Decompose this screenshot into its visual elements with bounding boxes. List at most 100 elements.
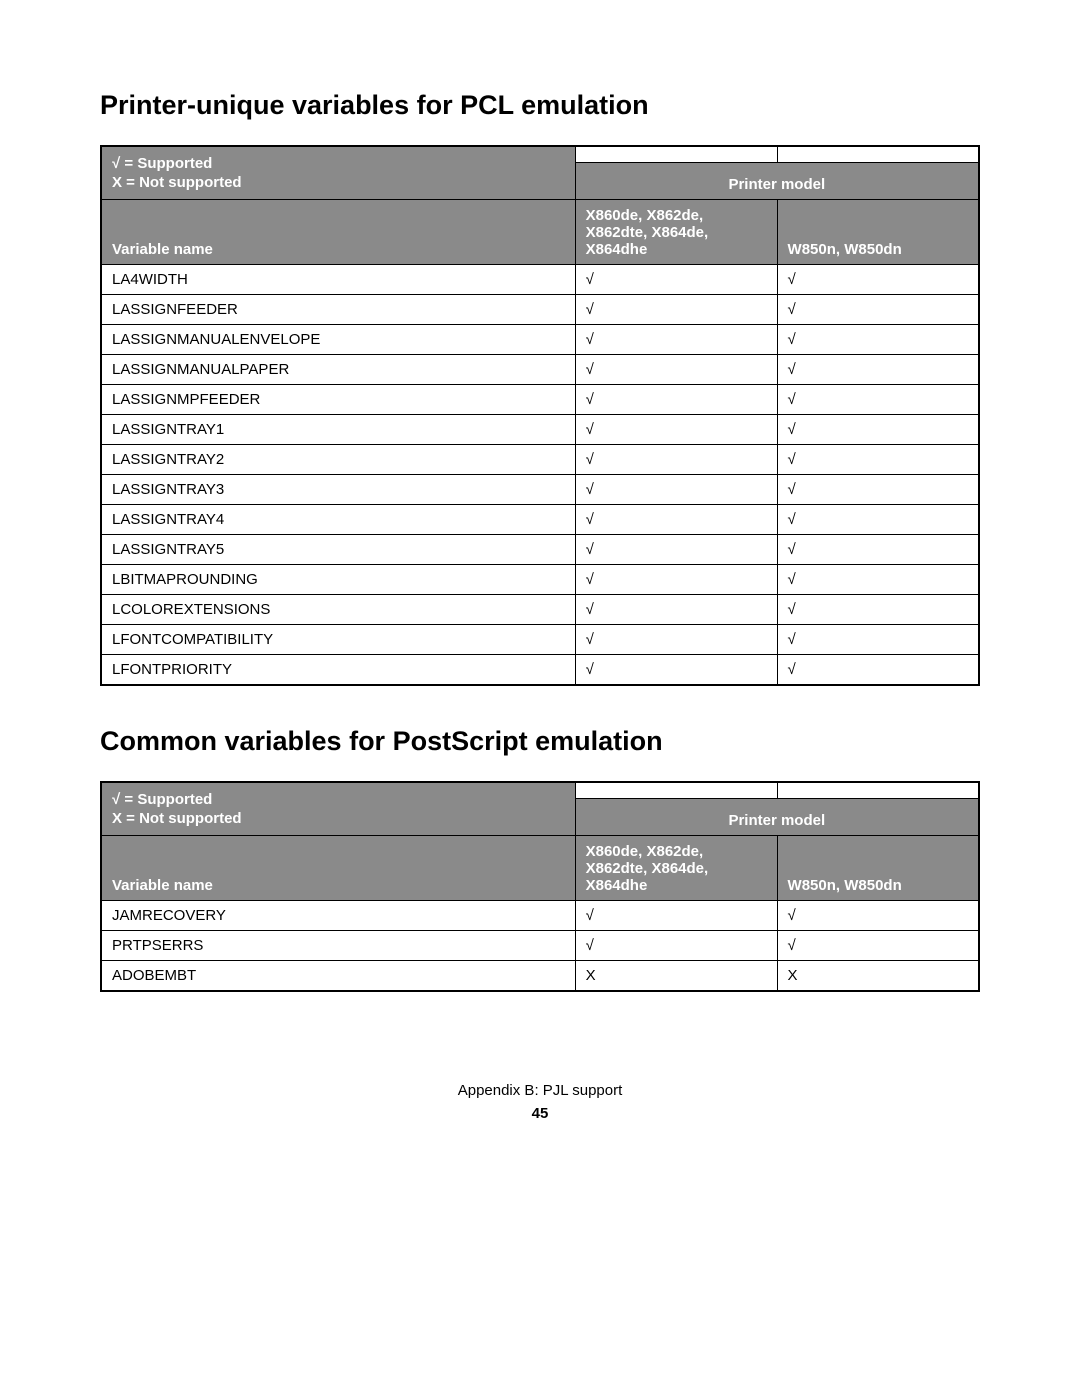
models-col2-header: W850n, W850dn bbox=[777, 200, 979, 265]
empty-header-cell bbox=[777, 782, 979, 799]
variable-name-cell: LCOLOREXTENSIONS bbox=[101, 595, 575, 625]
postscript-variables-table: √ = Supported X = Not supported Printer … bbox=[100, 781, 980, 992]
support-cell-col1: √ bbox=[575, 931, 777, 961]
variable-name-cell: LASSIGNTRAY4 bbox=[101, 505, 575, 535]
variable-name-cell: LASSIGNTRAY3 bbox=[101, 475, 575, 505]
support-cell-col2: √ bbox=[777, 445, 979, 475]
variable-name-cell: PRTPSERRS bbox=[101, 931, 575, 961]
check-icon: √ bbox=[112, 155, 120, 172]
table-row: PRTPSERRS√√ bbox=[101, 931, 979, 961]
support-cell-col1: √ bbox=[575, 445, 777, 475]
table-row: LCOLOREXTENSIONS√√ bbox=[101, 595, 979, 625]
support-cell-col2: √ bbox=[777, 535, 979, 565]
table-row: LASSIGNTRAY1√√ bbox=[101, 415, 979, 445]
variable-name-cell: LASSIGNMANUALENVELOPE bbox=[101, 325, 575, 355]
table-header-row-1: √ = Supported X = Not supported bbox=[101, 146, 979, 163]
support-cell-col1: √ bbox=[575, 595, 777, 625]
support-cell-col2: √ bbox=[777, 565, 979, 595]
support-cell-col2: √ bbox=[777, 475, 979, 505]
support-cell-col2: √ bbox=[777, 355, 979, 385]
table-row: LBITMAPROUNDING√√ bbox=[101, 565, 979, 595]
table-row: LASSIGNMANUALENVELOPE√√ bbox=[101, 325, 979, 355]
table-row: LFONTCOMPATIBILITY√√ bbox=[101, 625, 979, 655]
legend-supported-text: = Supported bbox=[120, 791, 212, 808]
table-row: JAMRECOVERY√√ bbox=[101, 901, 979, 931]
variable-name-cell: LFONTPRIORITY bbox=[101, 655, 575, 686]
table-header-row-1: √ = Supported X = Not supported bbox=[101, 782, 979, 799]
empty-header-cell bbox=[575, 146, 777, 163]
page-footer: Appendix B: PJL support 45 bbox=[100, 1082, 980, 1122]
models-col1-header: X860de, X862de, X862dte, X864de, X864dhe bbox=[575, 836, 777, 901]
empty-header-cell bbox=[575, 782, 777, 799]
variable-name-cell: LASSIGNTRAY1 bbox=[101, 415, 575, 445]
support-cell-col2: √ bbox=[777, 625, 979, 655]
table-row: LASSIGNMANUALPAPER√√ bbox=[101, 355, 979, 385]
legend-supported-text: = Supported bbox=[120, 155, 212, 172]
table-row: LASSIGNTRAY4√√ bbox=[101, 505, 979, 535]
table-row: ADOBEMBTXX bbox=[101, 961, 979, 992]
support-cell-col2: √ bbox=[777, 415, 979, 445]
support-cell-col1: √ bbox=[575, 535, 777, 565]
support-cell-col1: √ bbox=[575, 325, 777, 355]
legend-not-supported-text: X = Not supported bbox=[112, 174, 565, 191]
variable-name-cell: LASSIGNFEEDER bbox=[101, 295, 575, 325]
support-cell-col2: √ bbox=[777, 931, 979, 961]
variable-name-cell: LA4WIDTH bbox=[101, 265, 575, 295]
table-row: LASSIGNMPFEEDER√√ bbox=[101, 385, 979, 415]
variable-name-header: Variable name bbox=[101, 836, 575, 901]
support-cell-col2: √ bbox=[777, 325, 979, 355]
section-heading-pcl: Printer-unique variables for PCL emulati… bbox=[100, 90, 980, 121]
support-cell-col2: √ bbox=[777, 901, 979, 931]
support-cell-col1: X bbox=[575, 961, 777, 992]
legend-not-supported-text: X = Not supported bbox=[112, 810, 565, 827]
support-cell-col1: √ bbox=[575, 295, 777, 325]
support-cell-col2: √ bbox=[777, 385, 979, 415]
printer-model-header: Printer model bbox=[575, 163, 979, 200]
support-cell-col2: √ bbox=[777, 655, 979, 686]
appendix-label: Appendix B: PJL support bbox=[100, 1082, 980, 1099]
models-col2-header: W850n, W850dn bbox=[777, 836, 979, 901]
support-cell-col2: √ bbox=[777, 595, 979, 625]
models-col1-header: X860de, X862de, X862dte, X864de, X864dhe bbox=[575, 200, 777, 265]
table-header-row-3: Variable name X860de, X862de, X862dte, X… bbox=[101, 200, 979, 265]
variable-name-cell: ADOBEMBT bbox=[101, 961, 575, 992]
table-row: LASSIGNTRAY2√√ bbox=[101, 445, 979, 475]
support-cell-col1: √ bbox=[575, 415, 777, 445]
support-cell-col1: √ bbox=[575, 565, 777, 595]
check-icon: √ bbox=[112, 791, 120, 808]
variable-name-cell: LASSIGNTRAY2 bbox=[101, 445, 575, 475]
support-cell-col1: √ bbox=[575, 475, 777, 505]
support-cell-col2: √ bbox=[777, 265, 979, 295]
table-row: LASSIGNFEEDER√√ bbox=[101, 295, 979, 325]
support-cell-col1: √ bbox=[575, 355, 777, 385]
table-row: LFONTPRIORITY√√ bbox=[101, 655, 979, 686]
support-cell-col1: √ bbox=[575, 385, 777, 415]
empty-header-cell bbox=[777, 146, 979, 163]
support-cell-col2: √ bbox=[777, 505, 979, 535]
support-cell-col1: √ bbox=[575, 655, 777, 686]
table-row: LASSIGNTRAY5√√ bbox=[101, 535, 979, 565]
page-container: Printer-unique variables for PCL emulati… bbox=[0, 0, 1080, 1162]
variable-name-cell: LASSIGNMPFEEDER bbox=[101, 385, 575, 415]
support-cell-col1: √ bbox=[575, 901, 777, 931]
printer-model-header: Printer model bbox=[575, 799, 979, 836]
variable-name-cell: LBITMAPROUNDING bbox=[101, 565, 575, 595]
variable-name-cell: LASSIGNTRAY5 bbox=[101, 535, 575, 565]
table-row: LASSIGNTRAY3√√ bbox=[101, 475, 979, 505]
support-cell-col1: √ bbox=[575, 625, 777, 655]
table-row: LA4WIDTH√√ bbox=[101, 265, 979, 295]
variable-name-header: Variable name bbox=[101, 200, 575, 265]
section-heading-postscript: Common variables for PostScript emulatio… bbox=[100, 726, 980, 757]
variable-name-cell: LFONTCOMPATIBILITY bbox=[101, 625, 575, 655]
legend-cell: √ = Supported X = Not supported bbox=[101, 782, 575, 836]
variable-name-cell: LASSIGNMANUALPAPER bbox=[101, 355, 575, 385]
page-number: 45 bbox=[100, 1105, 980, 1122]
support-cell-col1: √ bbox=[575, 265, 777, 295]
support-cell-col1: √ bbox=[575, 505, 777, 535]
pcl-variables-table: √ = Supported X = Not supported Printer … bbox=[100, 145, 980, 686]
support-cell-col2: X bbox=[777, 961, 979, 992]
table-header-row-3: Variable name X860de, X862de, X862dte, X… bbox=[101, 836, 979, 901]
support-cell-col2: √ bbox=[777, 295, 979, 325]
legend-cell: √ = Supported X = Not supported bbox=[101, 146, 575, 200]
variable-name-cell: JAMRECOVERY bbox=[101, 901, 575, 931]
